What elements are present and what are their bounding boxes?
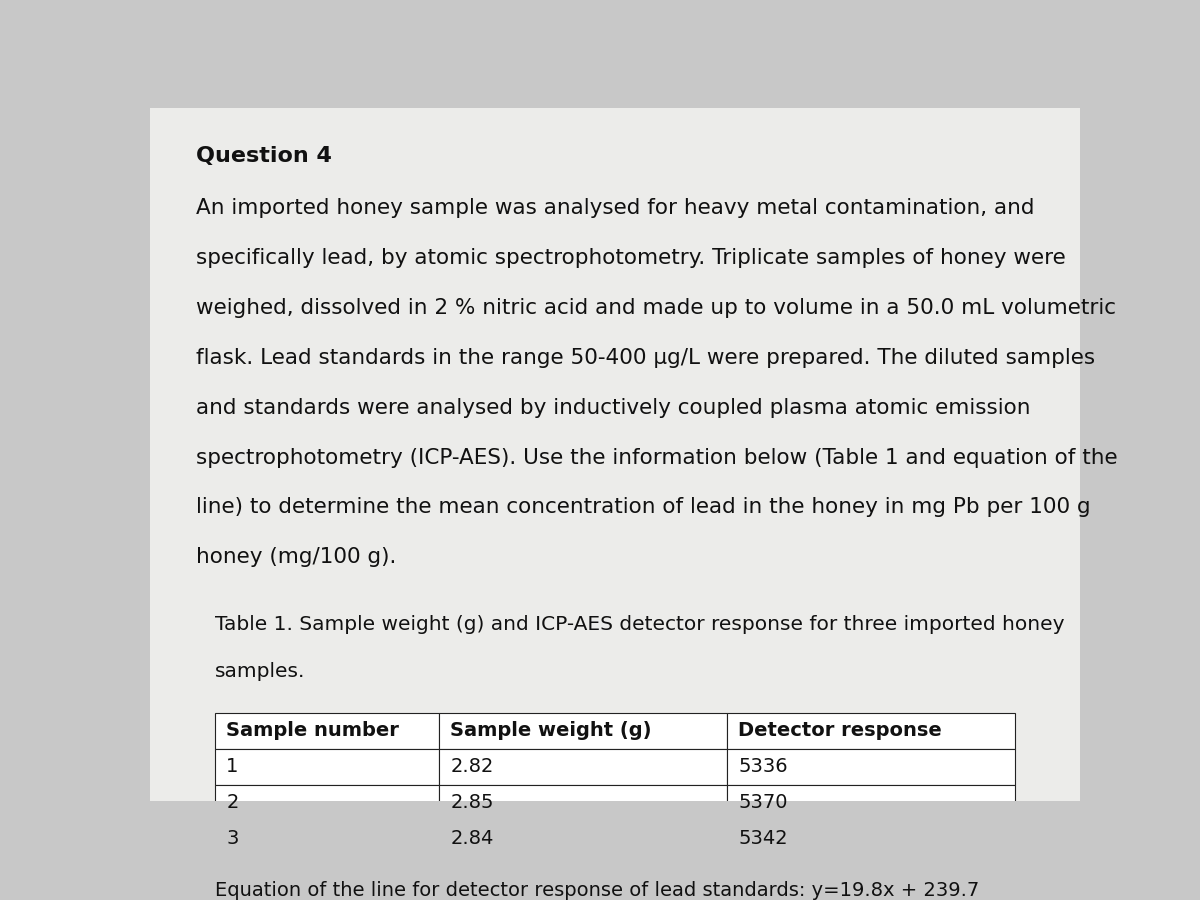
Bar bbox=[215, 821, 439, 857]
Text: 2.84: 2.84 bbox=[450, 830, 493, 849]
Text: 3: 3 bbox=[227, 830, 239, 849]
Text: and standards were analysed by inductively coupled plasma atomic emission: and standards were analysed by inductive… bbox=[197, 398, 1031, 418]
Text: flask. Lead standards in the range 50-400 μg/L were prepared. The diluted sample: flask. Lead standards in the range 50-40… bbox=[197, 347, 1096, 368]
Bar bbox=[727, 713, 1015, 749]
Text: 2: 2 bbox=[227, 794, 239, 813]
Text: 2.85: 2.85 bbox=[450, 794, 493, 813]
Bar bbox=[439, 713, 727, 749]
Text: An imported honey sample was analysed for heavy metal contamination, and: An imported honey sample was analysed fo… bbox=[197, 198, 1034, 218]
Text: samples.: samples. bbox=[215, 662, 306, 681]
Text: 5342: 5342 bbox=[738, 830, 787, 849]
Bar bbox=[439, 785, 727, 821]
Text: honey (mg/100 g).: honey (mg/100 g). bbox=[197, 547, 397, 567]
Text: Equation of the line for detector response of lead standards: y=19.8x + 239.7: Equation of the line for detector respon… bbox=[215, 881, 979, 900]
Bar bbox=[727, 821, 1015, 857]
Bar bbox=[439, 821, 727, 857]
Text: line) to determine the mean concentration of lead in the honey in mg Pb per 100 : line) to determine the mean concentratio… bbox=[197, 498, 1091, 518]
Bar bbox=[215, 785, 439, 821]
Text: Question 4: Question 4 bbox=[197, 146, 332, 166]
Text: Detector response: Detector response bbox=[738, 722, 942, 741]
Text: Sample weight (g): Sample weight (g) bbox=[450, 722, 652, 741]
Bar bbox=[439, 749, 727, 785]
Bar bbox=[727, 749, 1015, 785]
Text: specifically lead, by atomic spectrophotometry. Triplicate samples of honey were: specifically lead, by atomic spectrophot… bbox=[197, 248, 1067, 268]
Text: Table 1. Sample weight (g) and ICP-AES detector response for three imported hone: Table 1. Sample weight (g) and ICP-AES d… bbox=[215, 615, 1064, 634]
Text: spectrophotometry (ICP-AES). Use the information below (Table 1 and equation of : spectrophotometry (ICP-AES). Use the inf… bbox=[197, 447, 1118, 468]
Text: 5336: 5336 bbox=[738, 758, 787, 777]
Bar bbox=[215, 749, 439, 785]
Text: 2.82: 2.82 bbox=[450, 758, 493, 777]
Text: 1: 1 bbox=[227, 758, 239, 777]
Text: Sample number: Sample number bbox=[227, 722, 400, 741]
Bar bbox=[727, 785, 1015, 821]
Text: weighed, dissolved in 2 % nitric acid and made up to volume in a 50.0 mL volumet: weighed, dissolved in 2 % nitric acid an… bbox=[197, 298, 1116, 318]
Bar bbox=[215, 713, 439, 749]
Text: 5370: 5370 bbox=[738, 794, 787, 813]
